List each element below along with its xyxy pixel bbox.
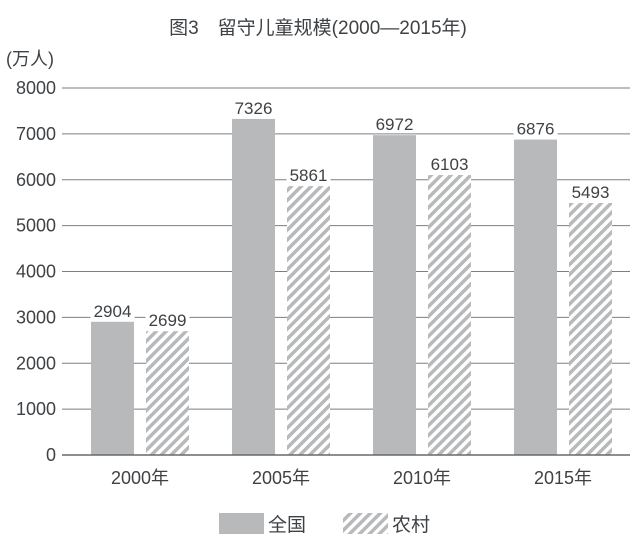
x-axis-label: 2010年 [393,468,451,488]
bar-rural [569,203,612,455]
bar-value-label: 5861 [290,166,328,185]
bar-rural [287,186,330,455]
bar-national [373,135,416,456]
bar-value-label: 5493 [572,183,610,202]
bar-value-label: 2904 [94,302,132,321]
chart-title: 图3 留守儿童规模(2000—2015年) [169,17,467,39]
bar-value-label-bg [427,156,472,174]
y-axis-unit-label: (万人) [6,49,54,69]
y-tick-label: 4000 [16,262,56,282]
bar-value-label-bg [568,184,613,202]
legend-swatch-national [219,513,264,534]
x-axis-label: 2000年 [111,468,169,488]
y-tick-label: 2000 [16,353,56,373]
bar-value-label-bg [231,99,276,117]
legend-label-national: 全国 [268,514,306,536]
bar-national [91,321,134,455]
bar-rural [428,175,471,455]
bar-value-label: 2699 [149,311,187,330]
y-tick-label: 6000 [16,170,56,190]
y-tick-label: 8000 [16,78,56,98]
bar-value-label: 6876 [517,120,555,139]
legend-swatch-rural [343,513,388,534]
bar-value-label-bg [286,167,331,185]
x-axis-label: 2005年 [252,468,310,488]
bar-national [232,118,275,456]
bar-value-label-bg [372,116,417,134]
bar-value-label-bg [90,302,135,320]
bar-value-label-bg [145,312,190,330]
bar-value-label: 6972 [376,115,414,134]
x-axis-label: 2015年 [534,468,592,488]
y-tick-label: 1000 [16,399,56,419]
bar-national [514,139,557,455]
legend-label-rural: 农村 [392,514,430,536]
y-tick-label: 7000 [16,124,56,144]
bar-value-label: 7326 [235,99,273,118]
bar-value-label: 6103 [431,155,469,174]
y-tick-label: 3000 [16,307,56,327]
y-tick-label: 0 [46,445,56,465]
bar-value-label-bg [513,120,558,138]
y-tick-label: 5000 [16,216,56,236]
bar-rural [146,331,189,455]
